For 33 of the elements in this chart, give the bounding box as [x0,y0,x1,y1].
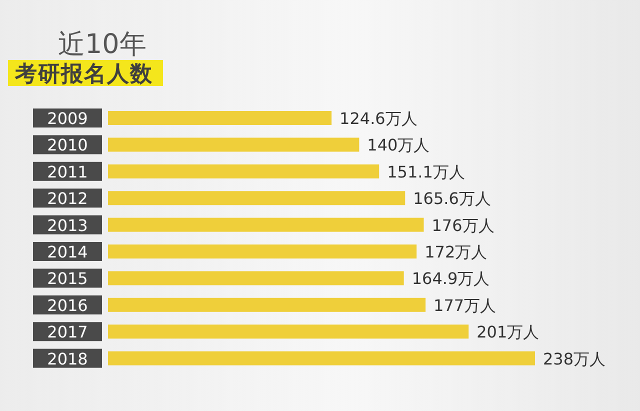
y-tick-label: 2015 [47,269,88,288]
data-label: 165.6万人 [413,189,491,208]
y-tick-label: 2014 [47,242,88,262]
y-tick-label: 2017 [47,322,88,342]
category-label: 2012 [33,188,102,208]
data-label: 164.9万人 [412,269,490,288]
y-tick-label: 2018 [47,349,88,368]
y-tick-label: 2011 [47,162,88,182]
data-label: 238万人 [543,349,606,368]
category-label: 2010 [33,135,102,155]
chart-subtitle: 考研报名人数 [14,62,153,87]
category-label: 2015 [33,268,102,288]
subtitle: 考研报名人数 [8,60,163,87]
y-tick-label: 2012 [47,189,88,208]
y-tick-label: 2009 [47,109,88,128]
category-label: 2014 [33,242,102,262]
category-label: 2017 [33,322,102,342]
data-label: 124.6万人 [340,109,418,128]
y-tick-label: 2010 [47,136,88,155]
category-label: 2013 [33,215,102,235]
data-label: 177万人 [434,296,496,315]
y-tick-label: 2013 [47,216,88,235]
data-label: 140万人 [367,136,430,155]
data-label: 172万人 [424,242,488,262]
category-label: 2011 [33,162,102,182]
data-label: 201万人 [476,322,540,342]
y-tick-label: 2016 [47,296,88,315]
category-label: 2016 [33,295,102,315]
data-label: 151.1万人 [387,162,465,182]
data-label: 176万人 [432,216,494,235]
title: 近10年 [58,29,146,60]
category-label: 2009 [33,108,102,128]
category-label: 2018 [33,348,102,368]
